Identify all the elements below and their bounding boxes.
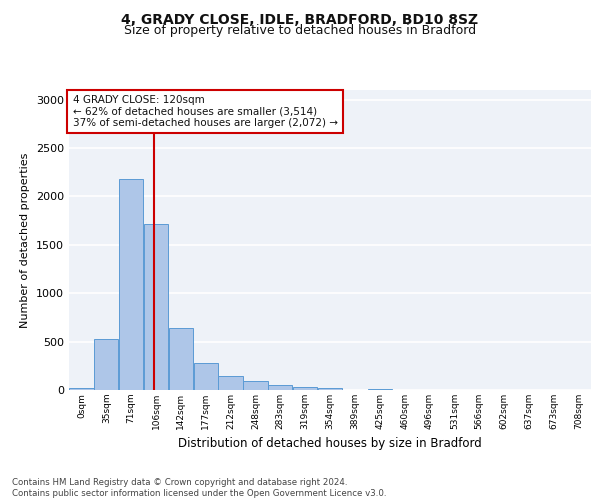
Bar (268, 384, 292, 390)
Text: Contains HM Land Registry data © Crown copyright and database right 2024.
Contai: Contains HM Land Registry data © Crown c… (12, 478, 386, 498)
Bar (94, 338, 118, 390)
Bar (368, 388, 392, 390)
Text: 4, GRADY CLOSE, IDLE, BRADFORD, BD10 8SZ: 4, GRADY CLOSE, IDLE, BRADFORD, BD10 8SZ (121, 12, 479, 26)
Bar (194, 363, 218, 390)
Bar (218, 376, 243, 390)
Bar (169, 328, 193, 390)
Bar (293, 386, 317, 390)
Bar (119, 178, 143, 390)
Bar (243, 382, 268, 390)
Y-axis label: Number of detached properties: Number of detached properties (20, 152, 31, 328)
Bar (318, 388, 342, 390)
Bar (69, 388, 94, 390)
Bar (144, 224, 168, 390)
Text: Size of property relative to detached houses in Bradford: Size of property relative to detached ho… (124, 24, 476, 37)
Text: 4 GRADY CLOSE: 120sqm
← 62% of detached houses are smaller (3,514)
37% of semi-d: 4 GRADY CLOSE: 120sqm ← 62% of detached … (73, 95, 338, 128)
X-axis label: Distribution of detached houses by size in Bradford: Distribution of detached houses by size … (178, 438, 482, 450)
